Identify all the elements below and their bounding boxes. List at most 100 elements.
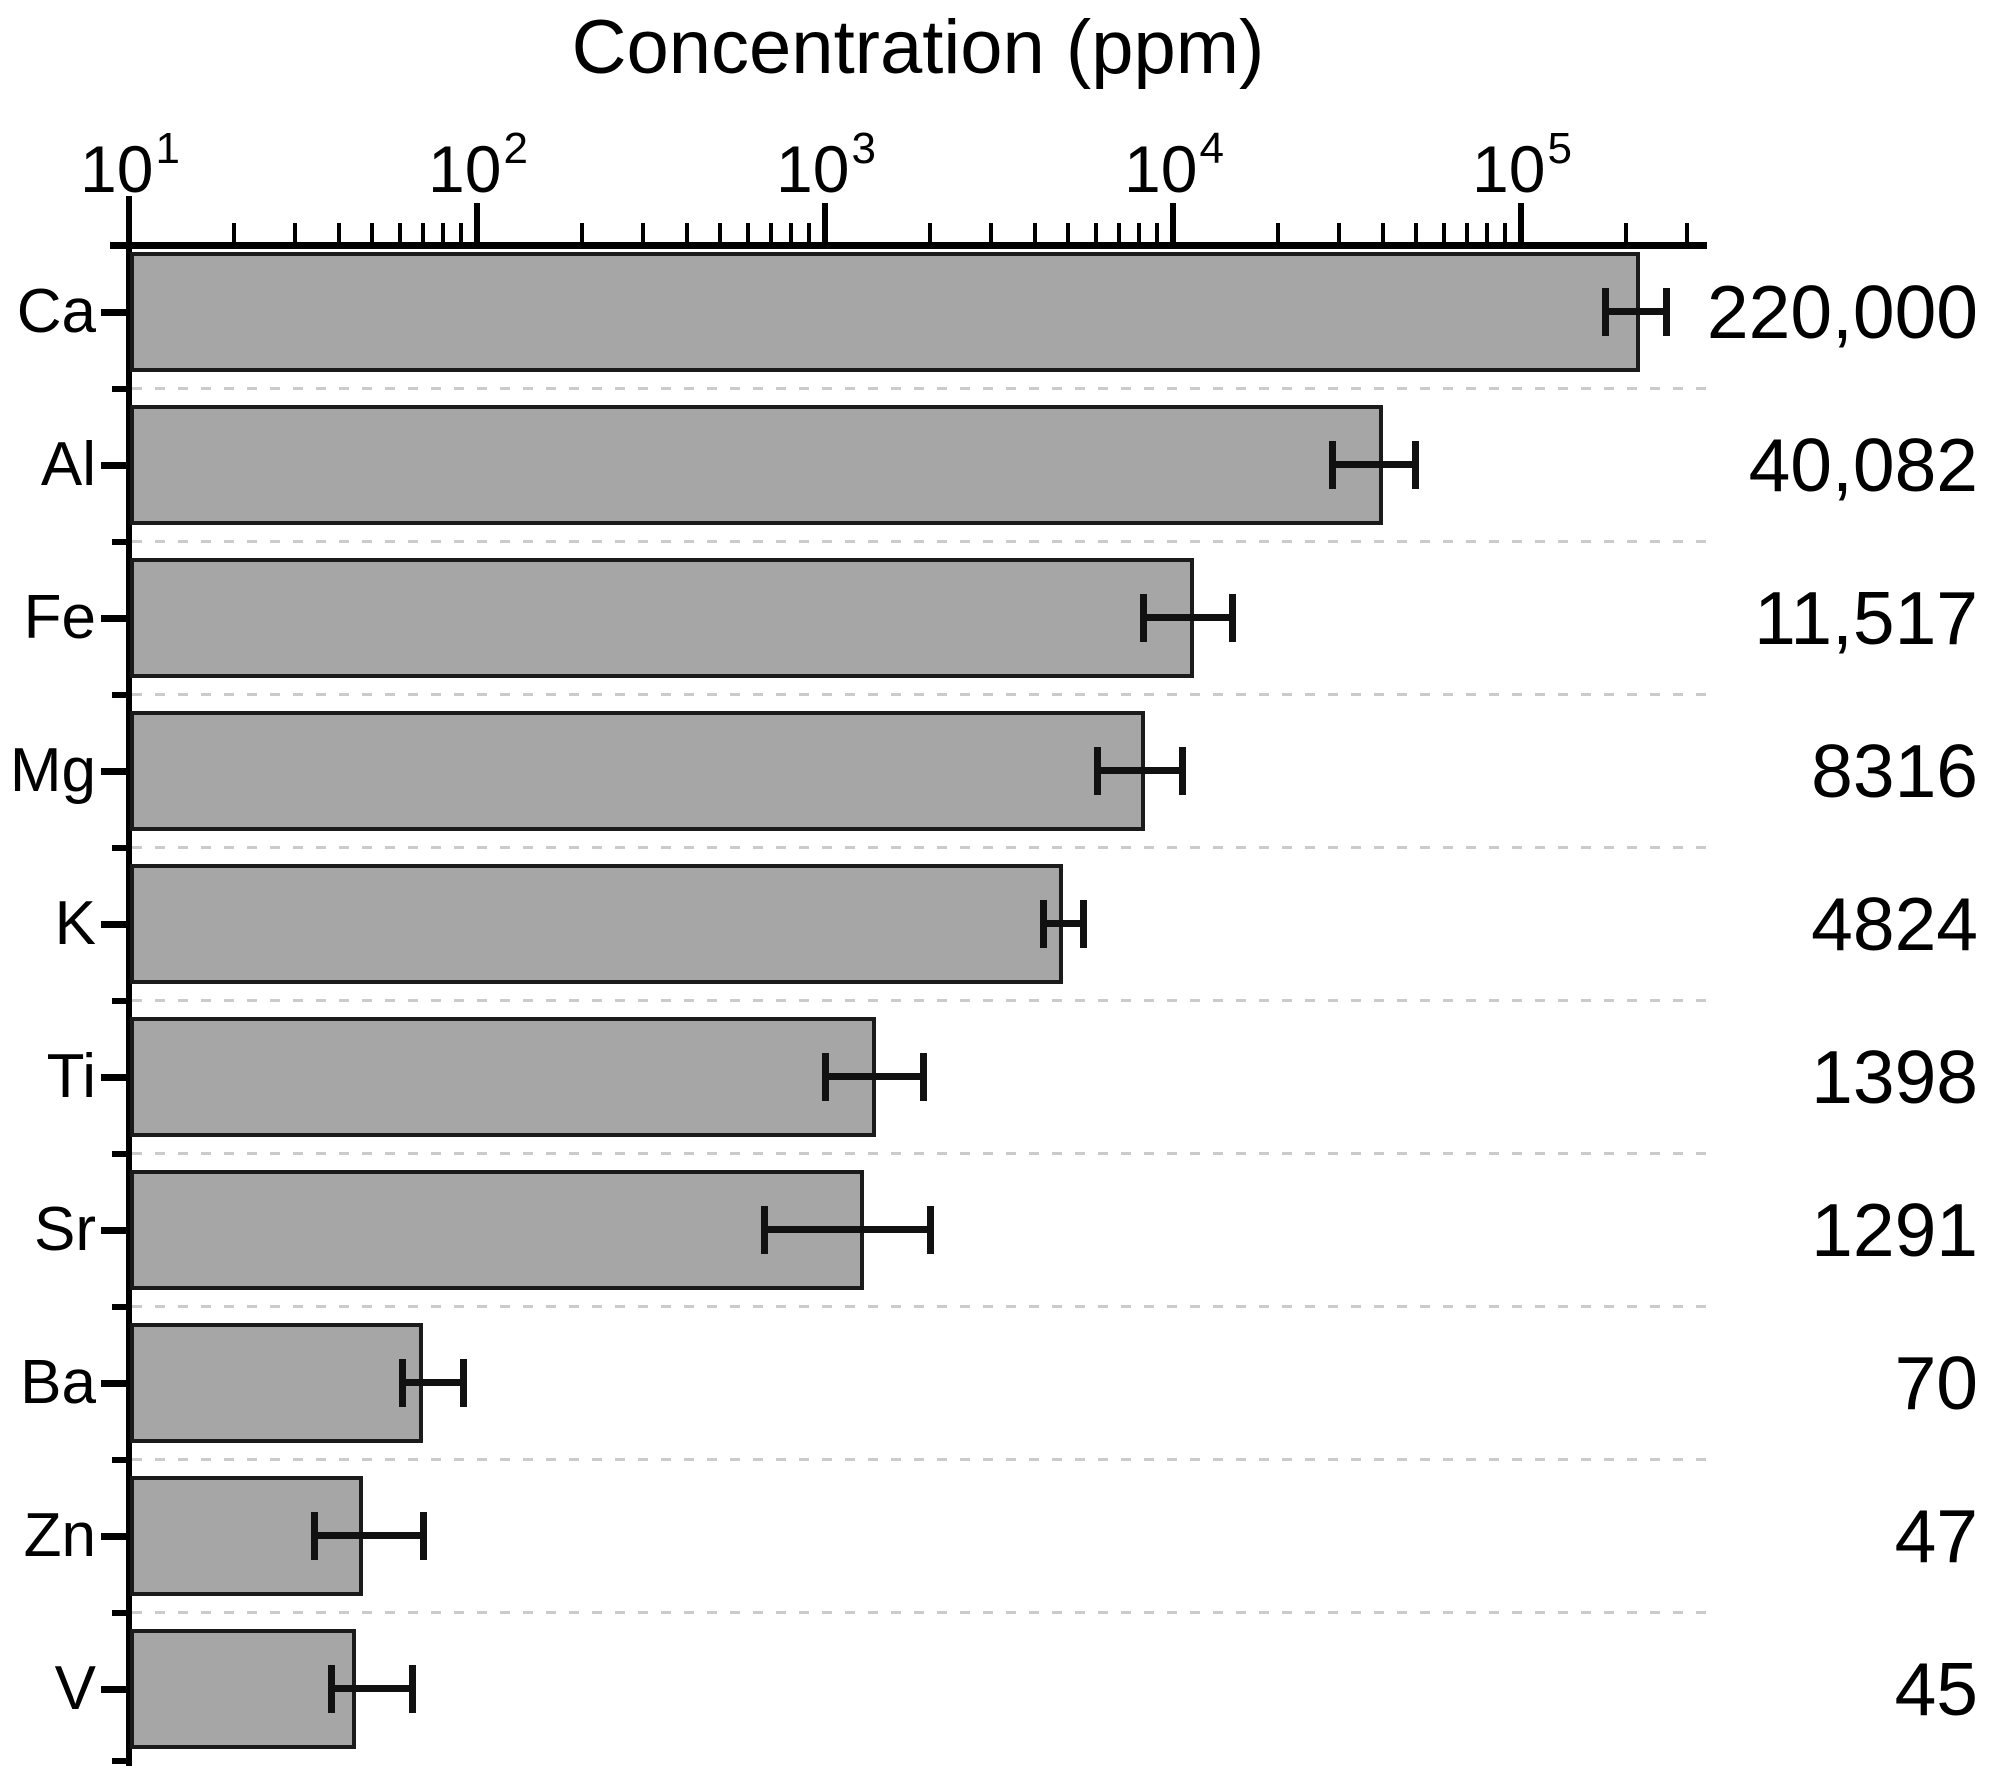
category-label-Zn: Zn — [23, 1501, 96, 1570]
value-label-K: 4824 — [1811, 882, 1978, 966]
y-axis-boundary-tick — [112, 692, 127, 698]
error-bar-V — [330, 1685, 412, 1692]
category-label-Ba: Ba — [20, 1348, 96, 1417]
category-label-Mg: Mg — [9, 736, 96, 805]
x-axis-minor-tick — [927, 223, 932, 249]
error-bar-cap-high-Al — [1411, 441, 1419, 489]
x-axis-minor-tick — [397, 223, 402, 249]
x-axis-tick-label: 103 — [776, 124, 876, 206]
error-bar-cap-low-Ba — [399, 1359, 407, 1407]
y-axis-category-tick — [101, 462, 127, 469]
category-label-Sr: Sr — [34, 1195, 96, 1264]
x-axis-major-tick — [1518, 203, 1524, 249]
bar-Mg — [130, 711, 1146, 831]
y-axis-category-tick — [101, 1686, 127, 1693]
error-bar-Ba — [402, 1379, 463, 1386]
x-axis-minor-tick — [1093, 223, 1098, 249]
error-bar-cap-low-K — [1039, 900, 1047, 948]
x-axis-minor-tick — [807, 223, 812, 249]
x-axis-minor-tick — [641, 223, 646, 249]
x-axis-minor-tick — [789, 223, 794, 249]
error-bar-cap-low-Al — [1328, 441, 1336, 489]
gridline — [132, 999, 1707, 1002]
x-axis-minor-tick — [718, 223, 723, 249]
y-axis-boundary-tick — [112, 1304, 127, 1310]
y-axis-category-tick — [101, 1227, 127, 1234]
x-axis-minor-tick — [1503, 223, 1508, 249]
x-axis-tick-label: 102 — [428, 124, 528, 206]
value-label-Mg: 8316 — [1811, 729, 1978, 813]
x-axis-minor-tick — [459, 223, 464, 249]
category-label-Al: Al — [40, 430, 96, 499]
x-axis-minor-tick — [1066, 223, 1071, 249]
x-axis-minor-tick — [1485, 223, 1490, 249]
error-bar-cap-high-Zn — [420, 1512, 428, 1560]
error-bar-cap-low-Ca — [1601, 288, 1609, 336]
value-label-Ca: 220,000 — [1706, 270, 1978, 354]
category-label-V: V — [54, 1654, 96, 1723]
value-label-Al: 40,082 — [1748, 423, 1978, 507]
error-bar-cap-high-K — [1079, 900, 1087, 948]
x-axis-minor-tick — [1275, 223, 1280, 249]
x-axis-line — [110, 242, 1707, 249]
x-axis-minor-tick — [1337, 223, 1342, 249]
bar-Fe — [130, 558, 1195, 678]
error-bar-cap-low-V — [327, 1665, 335, 1713]
x-axis-minor-tick — [1137, 223, 1142, 249]
error-bar-Al — [1331, 461, 1415, 468]
x-axis-minor-tick — [769, 223, 774, 249]
gridline — [132, 846, 1707, 849]
value-label-Ti: 1398 — [1811, 1035, 1978, 1119]
gridline — [132, 540, 1707, 543]
chart-title: Concentration (ppm) — [571, 5, 1265, 90]
error-bar-cap-high-Ti — [919, 1053, 927, 1101]
category-label-Ti: Ti — [46, 1042, 96, 1111]
x-axis-minor-tick — [1414, 223, 1419, 249]
error-bar-cap-high-Mg — [1178, 747, 1186, 795]
y-axis-category-tick — [101, 309, 127, 316]
x-axis-tick-label: 105 — [1472, 124, 1572, 206]
x-axis-minor-tick — [1623, 223, 1628, 249]
error-bar-cap-high-Sr — [926, 1206, 934, 1254]
x-axis-tick-label: 101 — [80, 124, 180, 206]
bar-V — [130, 1629, 357, 1749]
error-bar-cap-high-V — [408, 1665, 416, 1713]
bar-Ba — [130, 1323, 424, 1443]
error-bar-Mg — [1097, 767, 1182, 774]
x-axis-major-tick — [474, 203, 480, 249]
bar-Ca — [130, 252, 1641, 372]
value-label-V: 45 — [1894, 1647, 1978, 1731]
x-axis-minor-tick — [989, 223, 994, 249]
x-axis-minor-tick — [293, 223, 298, 249]
error-bar-cap-high-Fe — [1229, 594, 1237, 642]
y-axis-category-tick — [101, 1380, 127, 1387]
gridline — [132, 1305, 1707, 1308]
error-bar-Ca — [1604, 308, 1666, 315]
y-axis-category-tick — [101, 768, 127, 775]
y-axis-boundary-tick — [112, 1610, 127, 1616]
error-bar-cap-low-Mg — [1094, 747, 1102, 795]
error-bar-Zn — [313, 1532, 424, 1539]
category-label-K: K — [54, 889, 96, 958]
x-axis-major-tick — [822, 203, 828, 249]
x-axis-minor-tick — [1685, 223, 1690, 249]
x-axis-minor-tick — [231, 223, 236, 249]
x-axis-minor-tick — [745, 223, 750, 249]
error-bar-cap-low-Ti — [822, 1053, 829, 1101]
gridline — [132, 1152, 1707, 1155]
y-axis-boundary-tick — [112, 845, 127, 851]
x-axis-tick-exponent: 3 — [851, 124, 876, 173]
x-axis-minor-tick — [684, 223, 689, 249]
error-bar-Sr — [764, 1226, 930, 1233]
bar-Al — [130, 405, 1383, 525]
error-bar-Fe — [1143, 614, 1233, 621]
y-axis-line — [126, 196, 132, 1766]
x-axis-minor-tick — [1465, 223, 1470, 249]
x-axis-minor-tick — [1032, 223, 1037, 249]
y-axis-boundary-tick — [112, 1151, 127, 1157]
category-label-Ca: Ca — [16, 277, 96, 346]
x-axis-major-tick — [126, 203, 132, 249]
value-label-Ba: 70 — [1894, 1341, 1978, 1425]
error-bar-cap-low-Fe — [1140, 594, 1147, 642]
